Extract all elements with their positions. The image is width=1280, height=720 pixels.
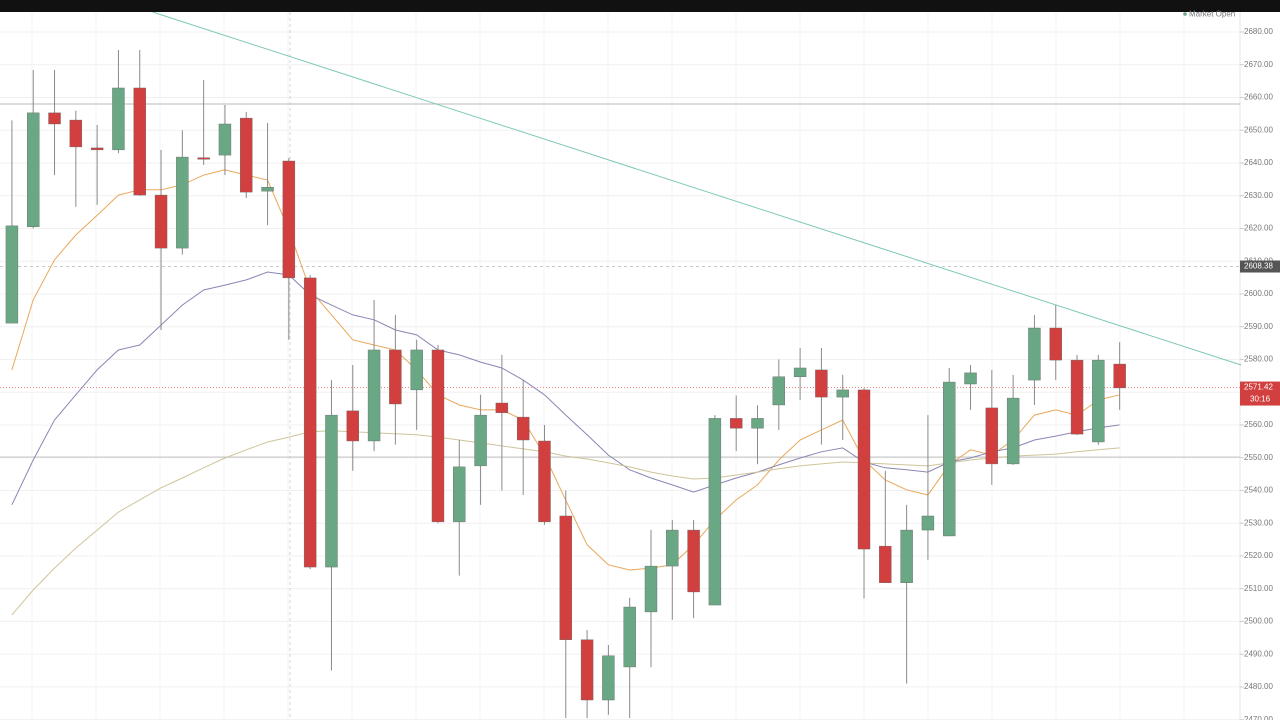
y-tick-label: 2550.00 [1244,453,1273,462]
candle-body [133,87,146,196]
y-tick-label: 2510.00 [1244,584,1273,593]
y-tick-label: 2620.00 [1244,224,1273,233]
candle-body [559,515,572,640]
candle-body [964,372,977,385]
last-price-bg [1240,381,1280,406]
candle-body [325,414,338,568]
candle-body [48,112,61,125]
y-tick-label: 2490.00 [1244,649,1273,658]
crosshair-label: 2608.38 [1244,262,1273,271]
candle-body [1028,327,1041,381]
trendline [152,11,1242,366]
y-tick-label: 2540.00 [1244,486,1273,495]
candle-body [900,529,913,583]
candle-body [793,367,807,378]
candle-body [1113,363,1126,389]
candle-body [176,156,189,249]
candle-body [1006,397,1020,465]
candle-body [857,389,871,550]
candle-body [346,410,359,442]
candle-body [69,119,83,148]
candle-body [751,418,764,429]
candle-body [1092,359,1105,443]
candle-body [836,389,849,398]
moving-average [11,430,1120,616]
candle-body [1049,327,1062,361]
y-tick-label: 2480.00 [1244,682,1273,691]
candle-body [772,376,786,406]
candle-body [495,402,509,414]
y-tick-label: 2520.00 [1244,551,1273,560]
candle-body [367,349,381,442]
candle-body [943,381,956,537]
y-tick-label: 2580.00 [1244,355,1273,364]
candle-body [303,277,317,568]
y-tick-label: 2560.00 [1244,420,1273,429]
y-tick-label: 2680.00 [1244,27,1273,36]
candle-body [5,225,19,324]
candle-body [666,529,679,567]
candle-body [218,123,232,156]
candle-body [154,194,168,249]
candle-body [879,545,892,583]
status-label: Market Open [1189,10,1235,19]
candle-body [687,529,700,593]
candle-body [90,147,104,151]
y-tick-label: 2470.00 [1244,715,1273,720]
y-tick-label: 2500.00 [1244,617,1273,626]
candle-body [410,349,423,391]
crosshair-label-bg [1240,260,1280,273]
countdown-label: 30:16 [1250,395,1271,404]
y-tick-label: 2650.00 [1244,125,1273,134]
y-tick-label: 2630.00 [1244,191,1273,200]
candle-body [921,515,935,531]
candle-body [516,416,530,441]
candle-body [730,418,743,429]
candle-body [538,440,551,523]
candle-body [453,466,466,523]
candle-body [112,87,125,151]
candle-body [1070,359,1084,435]
y-tick-label: 2590.00 [1244,322,1273,331]
candle-body [27,112,40,228]
candle-body [644,565,658,613]
candle-body [602,655,615,701]
candle-body [985,407,999,465]
candle-body [197,157,210,160]
candle-body [282,160,296,279]
candle-body [623,606,636,668]
candle-body [431,349,445,523]
status-dot [1183,12,1187,16]
candle-body [240,117,253,193]
candle-body [389,349,402,405]
y-tick-label: 2600.00 [1244,289,1273,298]
candle-body [815,369,828,398]
candle-body [474,414,487,467]
candle-body [261,186,274,192]
candle-body [580,639,594,701]
y-tick-label: 2640.00 [1244,158,1273,167]
last-price-label: 2571.42 [1244,383,1273,392]
candle-body [708,418,722,606]
moving-average [11,271,1120,506]
y-tick-label: 2670.00 [1244,60,1273,69]
top-bar [0,0,1280,12]
y-tick-label: 2660.00 [1244,93,1273,102]
y-tick-label: 2530.00 [1244,518,1273,527]
